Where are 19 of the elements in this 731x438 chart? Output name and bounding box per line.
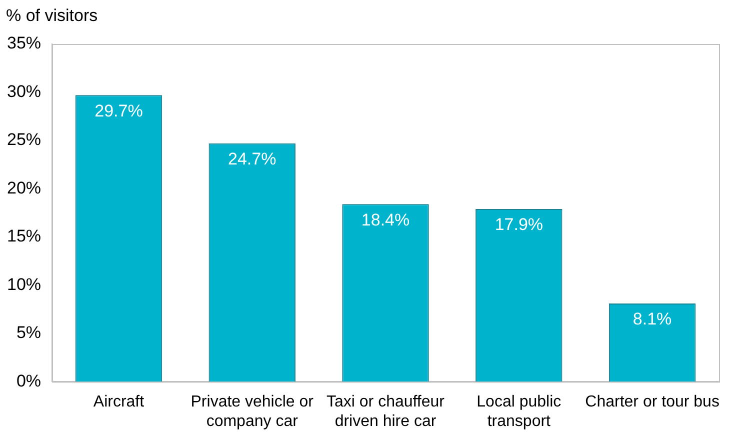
y-tick-label: 35%: [6, 34, 42, 53]
y-axis-title: % of visitors: [6, 6, 98, 26]
y-tick-label: 5%: [16, 323, 42, 342]
y-tick-label: 15%: [6, 226, 42, 246]
x-tick-label: Charter or tour bus: [585, 394, 720, 411]
y-tick-label: 0%: [16, 371, 42, 390]
data-label: 24.7%: [228, 150, 276, 169]
x-tick-label: Taxi or chauffeur driven hire car: [326, 394, 446, 430]
y-tick-label: 10%: [6, 274, 42, 294]
data-label: 8.1%: [632, 310, 672, 329]
data-label: 18.4%: [361, 210, 410, 230]
x-tick-label: Aircraft: [93, 394, 145, 411]
y-tick-label: 25%: [6, 130, 42, 150]
x-tick-label: Local public transport: [476, 394, 562, 430]
y-tick-label: 30%: [6, 82, 42, 101]
y-tick-label: 20%: [6, 178, 42, 198]
data-label: 17.9%: [494, 215, 544, 234]
data-label: 29.7%: [94, 101, 143, 120]
x-tick-label: Private vehicle or company car: [190, 394, 314, 430]
